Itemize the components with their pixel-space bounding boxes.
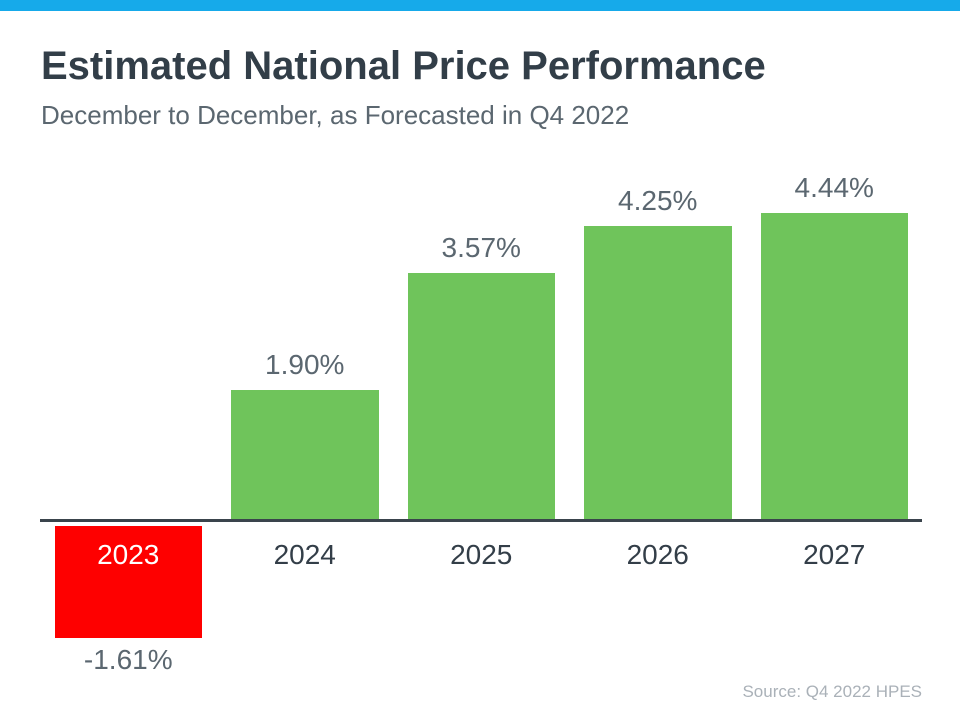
value-label-2027: 4.44% bbox=[794, 172, 874, 203]
value-label-2026: 4.25% bbox=[618, 185, 698, 216]
value-label-2023: -1.61% bbox=[83, 644, 173, 675]
bar-2027 bbox=[760, 213, 908, 522]
value-label-2025: 3.57% bbox=[441, 232, 521, 263]
year-label-2024: 2024 bbox=[273, 539, 336, 570]
year-label-2027: 2027 bbox=[803, 539, 866, 570]
bar-2026 bbox=[584, 226, 732, 522]
chart-title: Estimated National Price Performance bbox=[41, 44, 766, 88]
year-label-2026: 2026 bbox=[626, 539, 689, 570]
year-label-2023: 2023 bbox=[97, 539, 160, 570]
bar-2024 bbox=[231, 390, 379, 522]
bar-2023 bbox=[54, 526, 202, 638]
bar-2025 bbox=[407, 273, 555, 522]
chart-subtitle: December to December, as Forecasted in Q… bbox=[41, 100, 630, 130]
value-label-2024: 1.90% bbox=[265, 349, 345, 380]
top-accent-bar bbox=[0, 0, 960, 11]
x-axis-line bbox=[40, 519, 922, 522]
year-label-2025: 2025 bbox=[450, 539, 513, 570]
source-label: Source: Q4 2022 HPES bbox=[742, 682, 922, 701]
